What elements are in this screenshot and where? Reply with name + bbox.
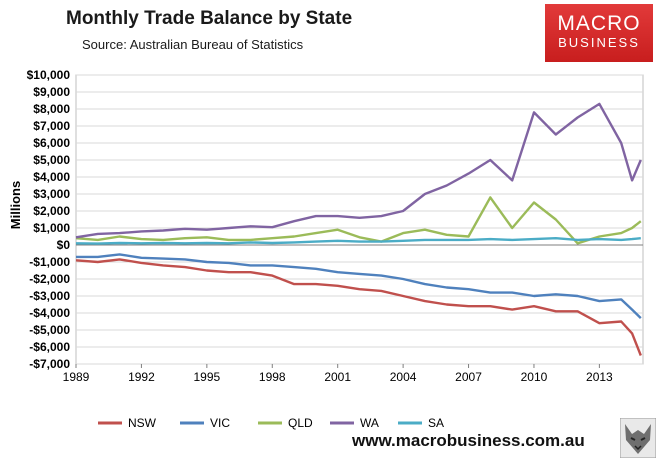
- y-axis: -$7,000 -$6,000 -$5,000 -$4,000 -$3,000 -$2,0…: [27, 68, 71, 371]
- y-tick-label: $0: [57, 238, 71, 252]
- wolf-mascot-icon: [620, 418, 656, 458]
- y-tick-label: -$5,000: [29, 323, 70, 337]
- series-line-nsw: [75, 258, 642, 356]
- y-tick-label: -$3,000: [29, 289, 70, 303]
- x-tick-label: 2013: [586, 370, 613, 384]
- series-line-vic: [76, 253, 642, 319]
- legend-label-nsw: NSW: [128, 416, 157, 430]
- x-tick-label: 1995: [193, 370, 220, 384]
- y-tick-label: $5,000: [33, 153, 70, 167]
- x-tick-label: 2010: [521, 370, 548, 384]
- x-axis: 1989 1992 1995 1998 2001 2004 2007 2010 2013: [63, 364, 613, 384]
- y-axis-label: Millions: [8, 181, 23, 229]
- logo-line-business: BUSINESS: [558, 35, 640, 50]
- y-tick-label: $4,000: [33, 170, 70, 184]
- macrobusiness-logo: MACRO BUSINESS: [545, 4, 653, 62]
- series-line-qld: [75, 196, 642, 245]
- y-tick-label: $6,000: [33, 136, 70, 150]
- y-tick-label: $9,000: [33, 85, 70, 99]
- x-tick-label: 1998: [259, 370, 286, 384]
- logo-line-macro: MACRO: [557, 12, 641, 35]
- legend-label-qld: QLD: [288, 416, 313, 430]
- y-tick-label: -$2,000: [29, 272, 70, 286]
- y-tick-label: -$1,000: [29, 255, 70, 269]
- legend-label-wa: WA: [360, 416, 379, 430]
- y-tick-label: $7,000: [33, 119, 70, 133]
- chart-title: Monthly Trade Balance by State: [66, 8, 353, 29]
- series-lines: [75, 102, 642, 356]
- y-tick-label: -$4,000: [29, 306, 70, 320]
- x-tick-label: 2007: [455, 370, 482, 384]
- series-line-sa: [75, 236, 641, 245]
- y-tick-label: -$7,000: [29, 357, 70, 371]
- x-tick-label: 1989: [63, 370, 90, 384]
- y-tick-label: $2,000: [33, 204, 70, 218]
- legend-label-sa: SA: [428, 416, 444, 430]
- y-tick-label: $1,000: [33, 221, 70, 235]
- x-tick-label: 1992: [128, 370, 155, 384]
- gridlines: [76, 74, 643, 365]
- chart-source: Source: Australian Bureau of Statistics: [82, 37, 304, 52]
- y-tick-label: $3,000: [33, 187, 70, 201]
- series-line-wa: [75, 102, 642, 239]
- legend-label-vic: VIC: [210, 416, 230, 430]
- website-url: www.macrobusiness.com.au: [352, 431, 585, 450]
- y-tick-label: $8,000: [33, 102, 70, 116]
- y-tick-label: $10,000: [27, 68, 71, 82]
- plot-area: [75, 74, 644, 365]
- x-tick-label: 2001: [324, 370, 351, 384]
- y-tick-label: -$6,000: [29, 340, 70, 354]
- legend: NSW VIC QLD WA SA: [98, 416, 444, 430]
- x-tick-label: 2004: [390, 370, 417, 384]
